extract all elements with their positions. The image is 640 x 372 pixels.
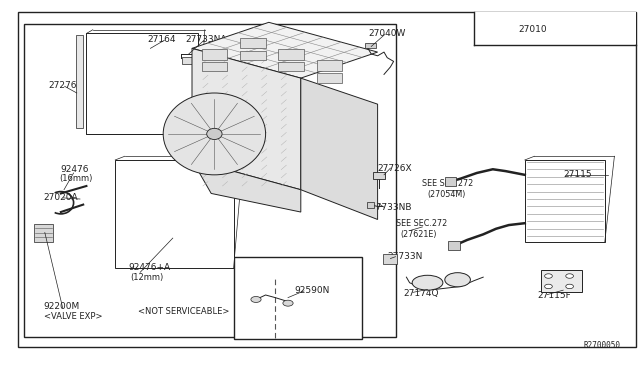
Text: 92590N: 92590N — [294, 286, 330, 295]
Text: <NOT SERVICEABLE>: <NOT SERVICEABLE> — [138, 307, 229, 316]
Bar — [202, 49, 227, 60]
Text: SEE SEC.272: SEE SEC.272 — [396, 219, 447, 228]
Text: (16mm): (16mm) — [60, 174, 93, 183]
Bar — [115, 160, 234, 268]
Text: 27733NA: 27733NA — [186, 35, 227, 44]
Circle shape — [251, 296, 261, 302]
Text: 27115: 27115 — [563, 170, 592, 179]
Polygon shape — [192, 22, 378, 78]
Bar — [240, 51, 266, 60]
Bar — [365, 43, 376, 48]
Ellipse shape — [445, 273, 470, 287]
Text: 27115F: 27115F — [538, 291, 572, 300]
Bar — [202, 62, 227, 71]
Circle shape — [566, 274, 573, 278]
Circle shape — [545, 284, 552, 289]
Text: 92476: 92476 — [61, 165, 90, 174]
Text: 27276: 27276 — [48, 81, 77, 90]
Polygon shape — [192, 160, 301, 212]
Bar — [278, 49, 304, 60]
Text: 27733NB: 27733NB — [370, 203, 412, 212]
Bar — [474, 12, 636, 44]
Text: 27733N: 27733N — [387, 252, 422, 261]
Circle shape — [283, 300, 293, 306]
Text: <VALVE EXP>: <VALVE EXP> — [44, 312, 102, 321]
Bar — [525, 160, 605, 242]
Text: 27010: 27010 — [518, 25, 547, 34]
Bar — [182, 57, 193, 64]
Text: 92476+A: 92476+A — [128, 263, 170, 272]
Bar — [445, 177, 456, 186]
Bar — [240, 38, 266, 48]
Text: SEE SEC.272: SEE SEC.272 — [422, 179, 474, 187]
Bar — [24, 24, 396, 337]
Text: R2700050: R2700050 — [584, 341, 621, 350]
Ellipse shape — [163, 93, 266, 175]
Bar — [448, 241, 460, 250]
Bar — [541, 270, 582, 292]
Text: (12mm): (12mm) — [130, 273, 163, 282]
Ellipse shape — [412, 275, 443, 290]
Text: 27164: 27164 — [147, 35, 176, 44]
Text: 27020A: 27020A — [44, 193, 78, 202]
Bar — [317, 60, 342, 71]
Circle shape — [566, 284, 573, 289]
Polygon shape — [192, 48, 301, 190]
Bar — [383, 254, 397, 264]
Text: 27174Q: 27174Q — [403, 289, 438, 298]
Text: (27621E): (27621E) — [400, 230, 436, 239]
Polygon shape — [301, 78, 378, 219]
Text: (27054M): (27054M) — [427, 190, 465, 199]
Bar — [86, 33, 198, 134]
Text: 27726X: 27726X — [378, 164, 412, 173]
Bar — [317, 73, 342, 83]
Bar — [373, 172, 385, 179]
Bar — [76, 35, 83, 128]
Bar — [234, 257, 362, 339]
Ellipse shape — [207, 128, 222, 140]
Text: 27040W: 27040W — [368, 29, 405, 38]
Text: 92200M: 92200M — [44, 302, 80, 311]
Bar — [34, 224, 53, 242]
Bar — [367, 202, 374, 208]
Bar — [278, 62, 304, 71]
Circle shape — [545, 274, 552, 278]
